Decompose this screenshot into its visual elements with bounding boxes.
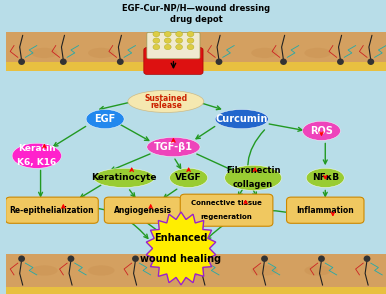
Ellipse shape [280,59,287,65]
Ellipse shape [364,255,371,262]
Circle shape [164,38,171,43]
Ellipse shape [225,165,282,191]
Ellipse shape [200,255,207,262]
Ellipse shape [305,265,331,276]
FancyBboxPatch shape [286,197,364,223]
Text: release: release [150,101,182,110]
FancyBboxPatch shape [7,62,386,71]
Circle shape [164,44,171,50]
FancyBboxPatch shape [7,0,386,32]
Circle shape [176,38,183,43]
FancyBboxPatch shape [7,253,386,294]
Text: ROS: ROS [310,126,333,136]
Ellipse shape [169,168,208,188]
Text: Fibronectin: Fibronectin [226,166,280,176]
Ellipse shape [88,265,115,276]
Ellipse shape [60,59,67,65]
Circle shape [153,44,160,50]
Text: NFκB: NFκB [312,173,339,182]
Text: Keratin: Keratin [18,144,56,153]
Ellipse shape [367,59,374,65]
Ellipse shape [31,48,58,58]
Ellipse shape [306,168,344,188]
Circle shape [187,38,194,43]
Ellipse shape [147,138,200,157]
Text: Sustained: Sustained [144,94,187,103]
Circle shape [176,44,183,50]
Text: VEGF: VEGF [175,173,202,182]
Ellipse shape [68,255,74,262]
Ellipse shape [18,59,25,65]
Ellipse shape [18,255,25,262]
Text: collagen: collagen [233,180,273,189]
FancyBboxPatch shape [7,0,386,71]
Text: Re-epithelialization: Re-epithelialization [10,206,94,215]
Ellipse shape [318,255,325,262]
Ellipse shape [215,110,268,129]
Text: wound healing: wound healing [141,254,222,264]
Ellipse shape [305,48,331,58]
Text: TGF-β1: TGF-β1 [154,142,193,152]
Ellipse shape [303,121,340,141]
FancyBboxPatch shape [180,194,273,226]
Text: Inflammation: Inflammation [296,206,354,215]
Text: Connective tissue: Connective tissue [191,200,262,206]
FancyBboxPatch shape [6,197,98,223]
Text: Curcumin: Curcumin [215,114,268,124]
Circle shape [187,44,194,50]
Ellipse shape [251,48,278,58]
Text: EGF-Cur-NP/H—wound dressing
drug depot: EGF-Cur-NP/H—wound dressing drug depot [122,4,270,24]
Ellipse shape [337,59,344,65]
FancyBboxPatch shape [104,197,182,223]
Ellipse shape [94,168,154,188]
Text: Keratinocyte: Keratinocyte [91,173,157,182]
Polygon shape [146,212,216,285]
Text: Enhanced: Enhanced [154,233,208,243]
Circle shape [187,31,194,37]
Ellipse shape [31,265,58,276]
Ellipse shape [117,59,124,65]
FancyBboxPatch shape [147,32,200,59]
Text: regeneration: regeneration [201,214,252,220]
Circle shape [153,31,160,37]
FancyBboxPatch shape [7,251,386,254]
Circle shape [164,31,171,37]
Text: K6, K16: K6, K16 [17,158,56,167]
Circle shape [176,31,183,37]
Ellipse shape [12,143,61,168]
Ellipse shape [128,91,204,113]
Ellipse shape [132,255,139,262]
Ellipse shape [261,255,268,262]
FancyBboxPatch shape [144,48,203,74]
Circle shape [153,38,160,43]
Ellipse shape [251,265,278,276]
Text: EGF: EGF [95,114,116,124]
Ellipse shape [215,59,222,65]
FancyBboxPatch shape [7,287,386,294]
Text: Angiogenesis: Angiogenesis [114,206,172,215]
Ellipse shape [88,48,115,58]
Ellipse shape [86,110,124,129]
